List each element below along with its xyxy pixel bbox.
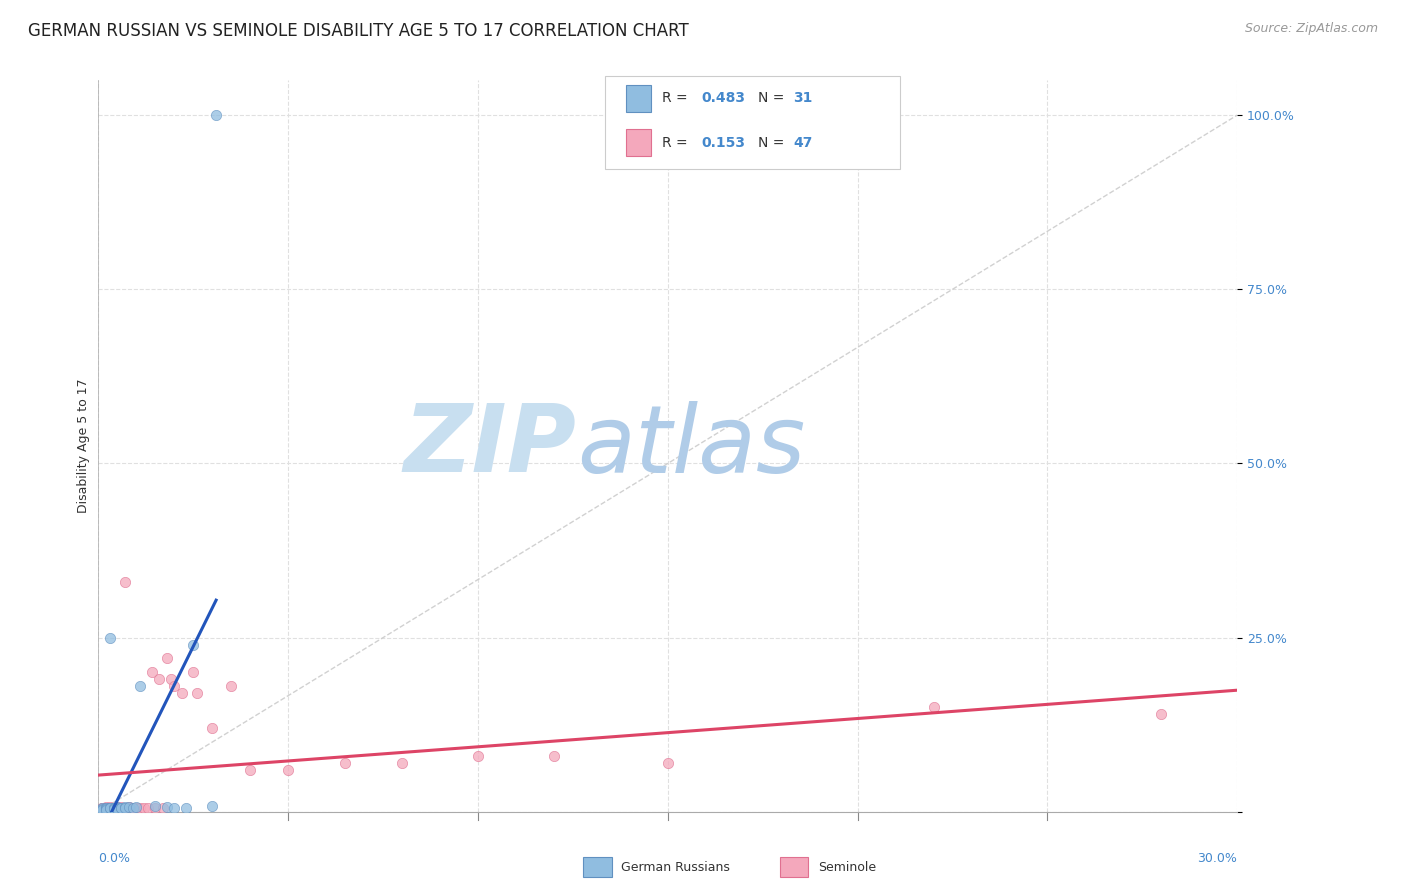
Text: 0.483: 0.483 [702,91,745,105]
Point [107,800,129,814]
Point [94,801,117,815]
Point [114,800,136,814]
Point [125,801,148,815]
Point [94,800,117,814]
Point [110,801,132,815]
Point [103,801,125,815]
Text: Source: ZipAtlas.com: Source: ZipAtlas.com [1244,22,1378,36]
Point [98,801,121,815]
Point [156,800,179,814]
Text: R =: R = [662,91,692,105]
Point [98,800,121,814]
Point [391,756,413,770]
Point [114,800,136,814]
Point [107,801,129,815]
Point [98,631,121,645]
Point [94,800,117,814]
Point [94,803,117,817]
Point [114,800,136,814]
Point [94,802,117,816]
Point [107,802,129,816]
Point [91,800,114,814]
Point [1150,707,1173,722]
Point [335,756,357,770]
Text: 30.0%: 30.0% [1198,852,1237,865]
Point [121,800,143,814]
Text: GERMAN RUSSIAN VS SEMINOLE DISABILITY AGE 5 TO 17 CORRELATION CHART: GERMAN RUSSIAN VS SEMINOLE DISABILITY AG… [28,22,689,40]
Point [91,801,114,815]
Point [91,803,114,817]
Text: N =: N = [758,91,789,105]
Point [114,574,136,589]
Point [148,673,170,687]
Point [159,673,181,687]
Point [136,801,159,815]
Text: 47: 47 [793,136,813,150]
Y-axis label: Disability Age 5 to 17: Disability Age 5 to 17 [77,379,90,513]
Point [118,800,141,814]
Point [201,799,224,814]
Point [107,800,129,814]
Point [170,686,193,700]
Point [145,800,167,814]
Point [121,801,143,815]
Point [152,800,174,814]
Point [110,800,132,814]
Point [467,749,489,764]
Point [91,802,114,816]
Point [132,800,155,814]
Point [103,801,125,815]
Point [98,800,121,814]
Point [239,763,262,777]
Point [107,800,129,814]
Point [163,679,186,693]
Point [98,801,121,815]
Point [163,800,186,814]
Text: atlas: atlas [576,401,806,491]
Point [94,800,117,814]
Point [103,802,125,816]
Point [277,763,299,777]
Point [221,679,243,693]
Point [118,800,141,814]
Point [94,801,117,815]
Point [922,700,945,714]
Point [186,686,208,700]
Point [141,665,163,680]
Point [110,800,132,814]
Point [205,108,228,122]
Text: Seminole: Seminole [818,861,876,873]
Point [125,800,148,814]
Point [91,801,114,815]
Point [118,800,141,814]
Point [543,749,565,764]
Point [125,800,148,814]
Point [103,800,125,814]
Point [110,801,132,815]
Point [98,800,121,814]
Point [145,799,167,814]
Point [174,800,197,814]
Text: German Russians: German Russians [621,861,730,873]
Text: ZIP: ZIP [404,400,576,492]
Point [183,638,205,652]
Point [107,801,129,815]
Text: N =: N = [758,136,789,150]
Text: R =: R = [662,136,692,150]
Text: 31: 31 [793,91,813,105]
Text: 0.153: 0.153 [702,136,745,150]
Point [129,800,152,814]
Point [201,721,224,735]
Text: 0.0%: 0.0% [98,852,131,865]
Point [129,679,152,693]
Point [183,665,205,680]
Point [657,756,679,770]
Point [103,800,125,814]
Point [156,651,179,665]
Point [121,800,143,814]
